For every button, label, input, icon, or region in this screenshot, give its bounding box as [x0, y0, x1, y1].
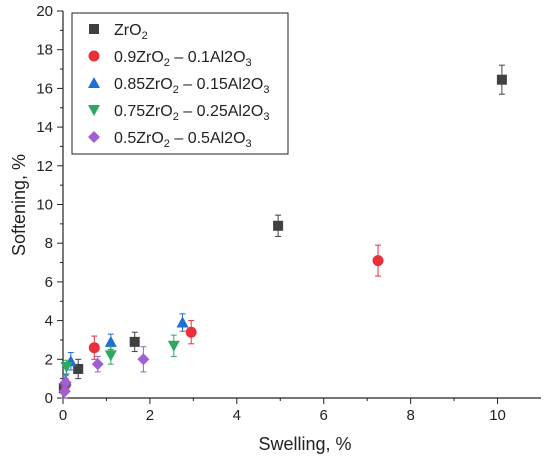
data-point-square: [273, 220, 284, 231]
y-tick-label: 2: [45, 351, 53, 368]
legend-box: [71, 12, 289, 155]
legend-label: 0.9ZrO2 – 0.1Al2O3: [114, 49, 252, 69]
y-tick-label: 6: [45, 274, 53, 291]
data-point-square: [73, 363, 84, 374]
data-point-square: [129, 336, 140, 347]
x-tick-label: 8: [406, 407, 414, 424]
y-axis-title: Softening, %: [9, 154, 29, 256]
y-tick-label: 10: [36, 197, 53, 214]
data-point-diamond: [59, 376, 72, 389]
x-tick-label: 4: [233, 407, 241, 424]
y-tick-label: 18: [36, 42, 53, 59]
legend-label: ZrO2: [114, 22, 148, 42]
data-point-diamond: [91, 358, 104, 371]
legend: ZrO2 0.9ZrO2 – 0.1Al2O3 0.85ZrO2 – 0.15Al2…: [71, 12, 289, 155]
data-point-circle: [185, 326, 197, 338]
data-point-diamond: [137, 353, 150, 366]
y-tick-label: 8: [45, 235, 53, 252]
legend-marker-triangle-up: [88, 77, 100, 88]
legend-label: 0.85ZrO2 – 0.15Al2O3: [114, 76, 269, 96]
x-tick-label: 2: [146, 407, 154, 424]
data-point-triangle-up: [176, 316, 189, 328]
data-point-circle: [88, 342, 100, 354]
y-tick-label: 16: [36, 80, 53, 97]
x-tick-label: 6: [320, 407, 328, 424]
data-point-diamond: [58, 385, 71, 398]
legend-marker-circle: [88, 50, 100, 62]
legend-label: 0.75ZrO2 – 0.25Al2O3: [114, 103, 269, 123]
data-point-triangle-down: [167, 340, 180, 352]
x-tick-label: 10: [489, 407, 506, 424]
legend-marker-triangle-down: [88, 105, 100, 116]
y-tick-label: 0: [45, 390, 53, 407]
legend-marker-diamond: [88, 131, 100, 143]
y-tick-label: 4: [45, 313, 53, 330]
x-tick-label: 0: [59, 407, 67, 424]
data-point-triangle-down: [60, 362, 73, 374]
data-point-square: [496, 74, 507, 85]
x-axis-title: Swelling, %: [258, 434, 351, 454]
y-tick-label: 14: [36, 119, 53, 136]
y-tick-label: 20: [36, 3, 53, 20]
data-points: [58, 64, 507, 399]
y-tick-label: 12: [36, 158, 53, 175]
data-point-circle: [372, 255, 384, 267]
data-point-triangle-up: [104, 335, 117, 347]
legend-label: 0.5ZrO2 – 0.5Al2O3: [114, 130, 252, 150]
legend-marker-square: [89, 24, 99, 34]
data-point-triangle-down: [104, 350, 117, 362]
axes: 0 2 4 6 8 10 0 2 4 6 8 10 12 14 16 18 20: [36, 3, 541, 424]
